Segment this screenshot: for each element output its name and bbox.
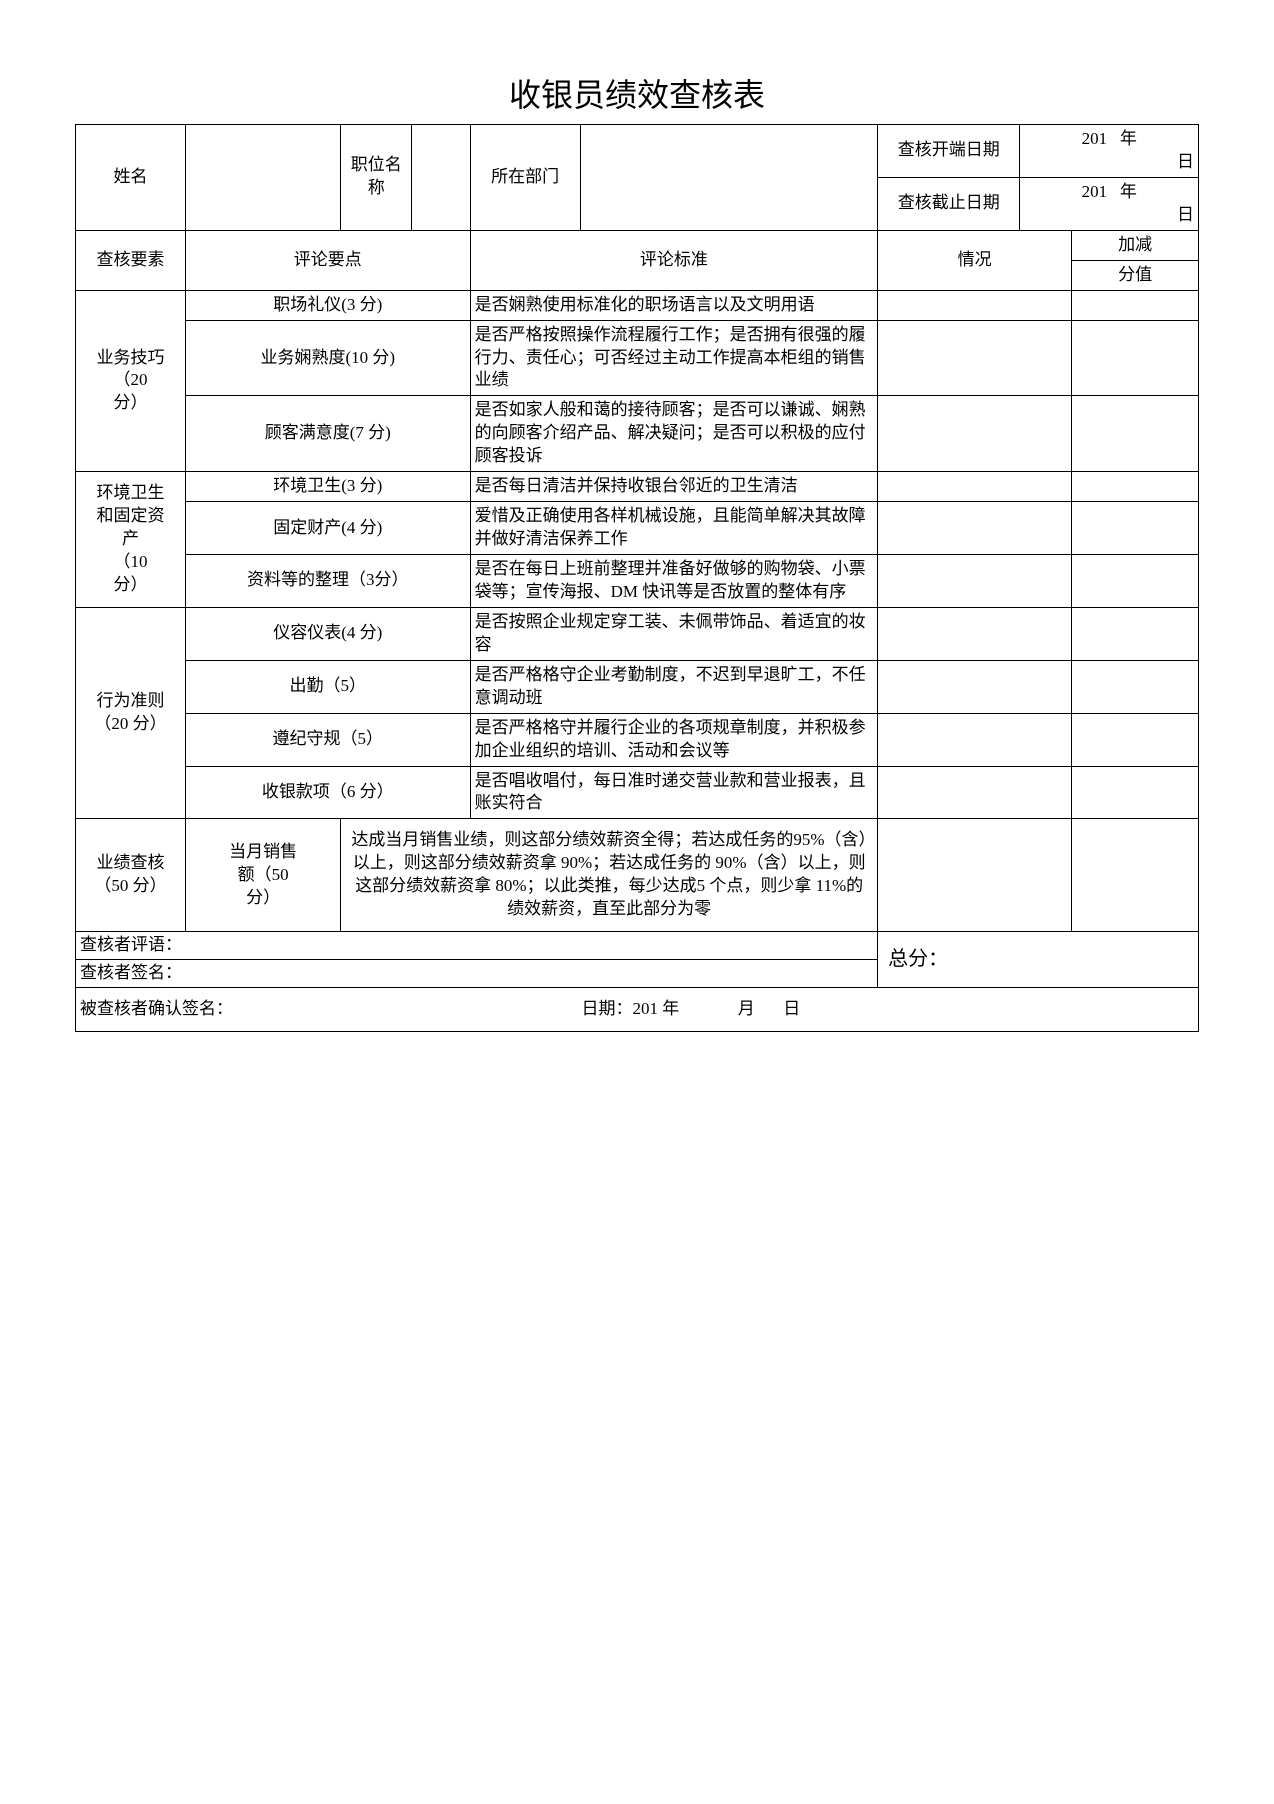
r10-std: 是否唱收唱付，每日准时递交营业款和营业报表，且账实符合 — [470, 766, 878, 819]
r1-status[interactable] — [878, 290, 1072, 320]
r11-std: 达成当月销售业绩，则这部分绩效薪资全得；若达成任务的95%（含）以上，则这部分绩… — [341, 819, 878, 932]
row-r11: 业绩查核 （50 分） 当月销售 额（50 分） 达成当月销售业绩，则这部分绩效… — [76, 819, 1199, 932]
r8-status[interactable] — [878, 660, 1072, 713]
col-point: 评论要点 — [185, 230, 470, 290]
r2-status[interactable] — [878, 320, 1072, 396]
r4-adj[interactable] — [1072, 472, 1199, 502]
r1-std: 是否娴熟使用标准化的职场语言以及文明用语 — [470, 290, 878, 320]
g2-title: 环境卫生 和固定资 产 （10 分） — [76, 472, 186, 608]
r5-point: 固定财产(4 分) — [185, 502, 470, 555]
r5-std: 爱惜及正确使用各样机械设施，且能简单解决其故障并做好清洁保养工作 — [470, 502, 878, 555]
name-label: 姓名 — [76, 125, 186, 231]
start-date-value[interactable]: 201 年日 — [1020, 125, 1199, 178]
g3-title: 行为准则 （20 分） — [76, 607, 186, 819]
r9-status[interactable] — [878, 713, 1072, 766]
r11-point: 当月销售 额（50 分） — [185, 819, 340, 932]
r5-status[interactable] — [878, 502, 1072, 555]
row-r10: 收银款项（6 分） 是否唱收唱付，每日准时递交营业款和营业报表，且账实符合 — [76, 766, 1199, 819]
col-adj-bot: 分值 — [1072, 260, 1199, 290]
row-r8: 出勤（5） 是否严格格守企业考勤制度，不迟到早退旷工，不任意调动班 — [76, 660, 1199, 713]
col-adj-top: 加减 — [1072, 230, 1199, 260]
r4-std: 是否每日清洁并保持收银台邻近的卫生清洁 — [470, 472, 878, 502]
page-title: 收银员绩效查核表 — [75, 70, 1199, 116]
r4-status[interactable] — [878, 472, 1072, 502]
r7-status[interactable] — [878, 607, 1072, 660]
header-row-1: 姓名 职位名称 所在部门 查核开端日期 201 年日 — [76, 125, 1199, 178]
row-r6: 资料等的整理（3分） 是否在每日上班前整理并准备好做够的购物袋、小票袋等；宣传海… — [76, 555, 1199, 608]
r6-status[interactable] — [878, 555, 1072, 608]
r6-point: 资料等的整理（3分） — [185, 555, 470, 608]
r2-point: 业务娴熟度(10 分) — [185, 320, 470, 396]
col-standard: 评论标准 — [470, 230, 878, 290]
start-date-label: 查核开端日期 — [878, 125, 1020, 178]
row-r5: 固定财产(4 分) 爱惜及正确使用各样机械设施，且能简单解决其故障并做好清洁保养… — [76, 502, 1199, 555]
confirm-sign[interactable]: 被查核者确认签名： 日期：201 年 月 日 — [76, 988, 1199, 1032]
reviewer-comment[interactable]: 查核者评语： — [76, 932, 878, 960]
row-r1: 业务技巧 （20 分） 职场礼仪(3 分) 是否娴熟使用标准化的职场语言以及文明… — [76, 290, 1199, 320]
r3-std: 是否如家人般和蔼的接待顾客；是否可以谦诚、娴熟的向顾客介绍产品、解决疑问；是否可… — [470, 396, 878, 472]
end-date-value[interactable]: 201 年日 — [1020, 177, 1199, 230]
total-score[interactable]: 总分： — [878, 932, 1199, 988]
row-r9: 遵纪守规（5） 是否严格格守并履行企业的各项规章制度，并积极参加企业组织的培训、… — [76, 713, 1199, 766]
row-r7: 行为准则 （20 分） 仪容仪表(4 分) 是否按照企业规定穿工装、未佩带饰品、… — [76, 607, 1199, 660]
r8-std: 是否严格格守企业考勤制度，不迟到早退旷工，不任意调动班 — [470, 660, 878, 713]
r3-adj[interactable] — [1072, 396, 1199, 472]
col-header-1: 查核要素 评论要点 评论标准 情况 加减 — [76, 230, 1199, 260]
position-label: 职位名称 — [341, 125, 412, 231]
r9-std: 是否严格格守并履行企业的各项规章制度，并积极参加企业组织的培训、活动和会议等 — [470, 713, 878, 766]
end-date-label: 查核截止日期 — [878, 177, 1020, 230]
col-status: 情况 — [878, 230, 1072, 290]
r2-std: 是否严格按照操作流程履行工作；是否拥有很强的履行力、责任心；可否经过主动工作提高… — [470, 320, 878, 396]
confirm-row: 被查核者确认签名： 日期：201 年 月 日 — [76, 988, 1199, 1032]
r2-adj[interactable] — [1072, 320, 1199, 396]
r6-adj[interactable] — [1072, 555, 1199, 608]
r7-std: 是否按照企业规定穿工装、未佩带饰品、着适宜的妆容 — [470, 607, 878, 660]
name-value[interactable] — [185, 125, 340, 231]
r8-point: 出勤（5） — [185, 660, 470, 713]
r1-adj[interactable] — [1072, 290, 1199, 320]
g4-title: 业绩查核 （50 分） — [76, 819, 186, 932]
g1-title: 业务技巧 （20 分） — [76, 290, 186, 472]
col-element: 查核要素 — [76, 230, 186, 290]
r5-adj[interactable] — [1072, 502, 1199, 555]
reviewer-comment-row: 查核者评语： 总分： — [76, 932, 1199, 960]
r11-status[interactable] — [878, 819, 1072, 932]
r6-std: 是否在每日上班前整理并准备好做够的购物袋、小票袋等；宣传海报、DM 快讯等是否放… — [470, 555, 878, 608]
r4-point: 环境卫生(3 分) — [185, 472, 470, 502]
row-r4: 环境卫生 和固定资 产 （10 分） 环境卫生(3 分) 是否每日清洁并保持收银… — [76, 472, 1199, 502]
r8-adj[interactable] — [1072, 660, 1199, 713]
r7-adj[interactable] — [1072, 607, 1199, 660]
position-value[interactable] — [412, 125, 470, 231]
dept-label: 所在部门 — [470, 125, 580, 231]
r10-status[interactable] — [878, 766, 1072, 819]
r7-point: 仪容仪表(4 分) — [185, 607, 470, 660]
r3-point: 顾客满意度(7 分) — [185, 396, 470, 472]
r10-adj[interactable] — [1072, 766, 1199, 819]
r1-point: 职场礼仪(3 分) — [185, 290, 470, 320]
row-r3: 顾客满意度(7 分) 是否如家人般和蔼的接待顾客；是否可以谦诚、娴熟的向顾客介绍… — [76, 396, 1199, 472]
evaluation-table: 姓名 职位名称 所在部门 查核开端日期 201 年日 查核截止日期 201 年日… — [75, 124, 1199, 1032]
dept-value[interactable] — [580, 125, 878, 231]
r9-point: 遵纪守规（5） — [185, 713, 470, 766]
r11-adj[interactable] — [1072, 819, 1199, 932]
r9-adj[interactable] — [1072, 713, 1199, 766]
row-r2: 业务娴熟度(10 分) 是否严格按照操作流程履行工作；是否拥有很强的履行力、责任… — [76, 320, 1199, 396]
r10-point: 收银款项（6 分） — [185, 766, 470, 819]
reviewer-sign[interactable]: 查核者签名： — [76, 960, 878, 988]
r3-status[interactable] — [878, 396, 1072, 472]
